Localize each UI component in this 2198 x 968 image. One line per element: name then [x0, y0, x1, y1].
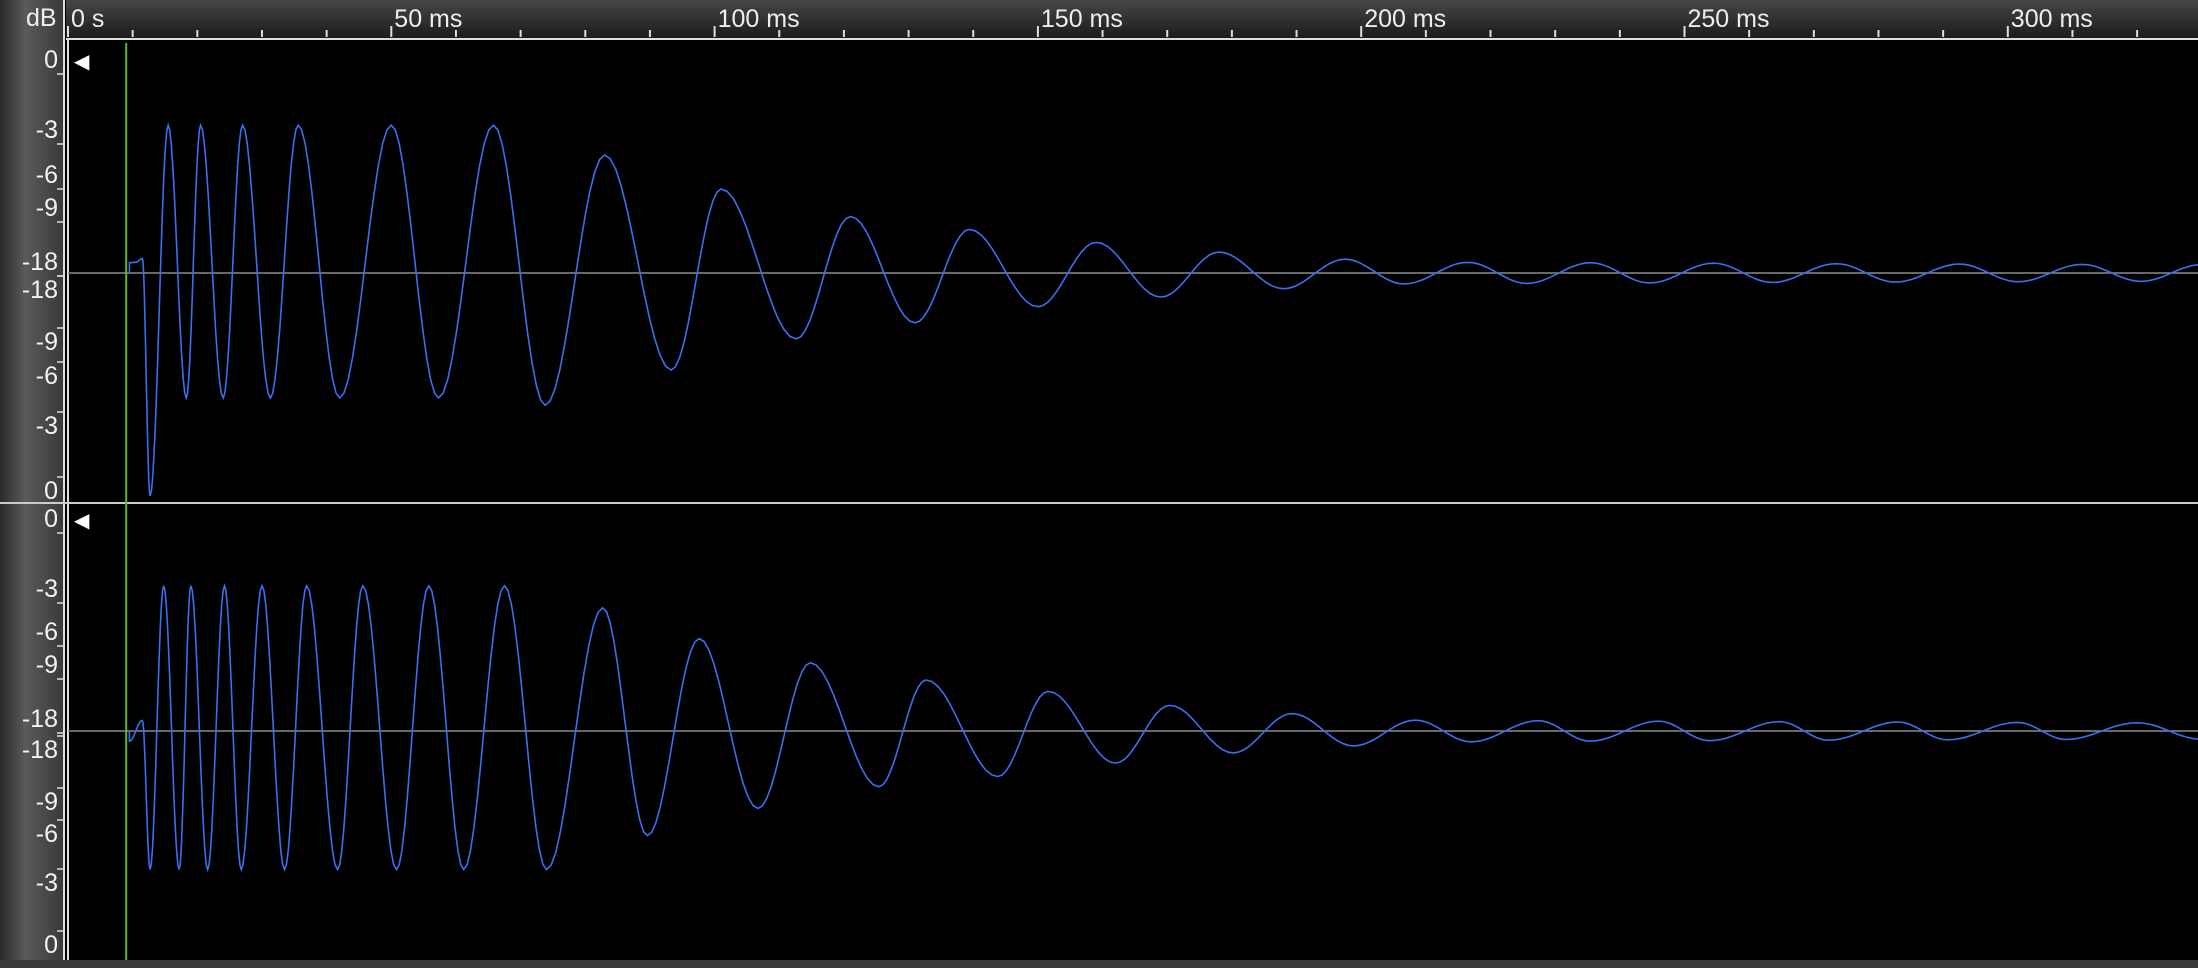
scale-label: -3 — [35, 869, 58, 897]
waveform-channel-1 — [128, 122, 2198, 497]
ruler-label: 250 ms — [1687, 5, 1770, 33]
play-marker-icon[interactable]: ◀ — [74, 51, 90, 73]
scale-label: -9 — [35, 651, 58, 679]
db-unit-label: dB — [26, 4, 57, 32]
scale-label: -18 — [21, 276, 58, 304]
ruler-label: 300 ms — [2010, 5, 2093, 33]
scale-label: -6 — [35, 820, 58, 848]
scale-label: -18 — [21, 736, 58, 764]
scale-label: -3 — [35, 116, 58, 144]
scale-label: -9 — [35, 788, 58, 816]
scale-label: 0 — [44, 931, 58, 959]
ruler-label: 200 ms — [1364, 5, 1447, 33]
scale-label: 0 — [44, 505, 58, 533]
scale-label: -3 — [35, 412, 58, 440]
ruler-label: 0 s — [71, 5, 105, 33]
scale-panel — [0, 0, 63, 968]
scale-divider — [63, 0, 65, 962]
play-marker-icon[interactable]: ◀ — [74, 510, 90, 532]
scale-divider — [67, 0, 69, 962]
scale-label: -18 — [21, 248, 58, 276]
scale-label: -9 — [35, 194, 58, 222]
waveform-channel-2 — [128, 582, 2198, 873]
time-ruler[interactable] — [66, 0, 2198, 40]
scale-label: -3 — [35, 575, 58, 603]
scale-label: 0 — [44, 477, 58, 505]
scale-label: -6 — [35, 362, 58, 390]
scale-label: -9 — [35, 328, 58, 356]
scale-label: -18 — [21, 705, 58, 733]
scale-label: -6 — [35, 161, 58, 189]
horizontal-scrollbar[interactable] — [0, 960, 2198, 968]
ruler-label: 50 ms — [394, 5, 463, 33]
scale-label: -6 — [35, 618, 58, 646]
ruler-label: 150 ms — [1040, 5, 1123, 33]
ruler-label: 100 ms — [717, 5, 800, 33]
scale-label: 0 — [44, 46, 58, 74]
